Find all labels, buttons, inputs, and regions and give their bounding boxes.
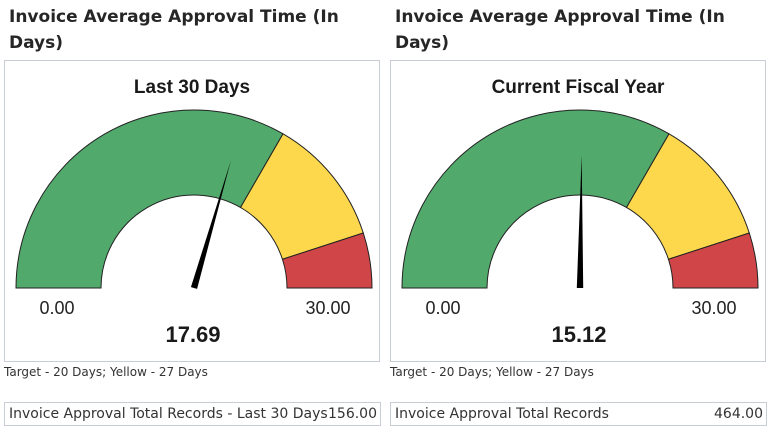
total-records-row: Invoice Approval Total Records - Last 30… [4, 402, 381, 426]
gauge-chart: Last 30 Days 0.00 30.00 17.69 [4, 60, 380, 362]
gauge-band-red [281, 232, 373, 289]
total-records-label: Invoice Approval Total Records [395, 406, 609, 422]
gauge-band-green [15, 109, 284, 289]
gauge-needle [190, 160, 231, 289]
gauge-caption: Target - 20 Days; Yellow - 27 Days [4, 365, 208, 379]
gauge-max-label: 30.00 [691, 298, 736, 318]
gauge-panel-current-fiscal-year: Invoice Average Approval Time (In Days) … [386, 0, 772, 433]
gauge-chart: Current Fiscal Year 0.00 30.00 15.12 [390, 60, 766, 362]
panel-title: Invoice Average Approval Time (In Days) [395, 7, 725, 53]
total-records-label: Invoice Approval Total Records - Last 30… [9, 406, 328, 422]
gauge-value-label: 17.69 [165, 322, 220, 347]
gauge-max-label: 30.00 [305, 298, 350, 318]
gauge-title: Current Fiscal Year [492, 77, 665, 98]
gauge-min-label: 0.00 [39, 298, 74, 318]
gauge-panel-last-30-days: Invoice Average Approval Time (In Days) … [0, 0, 386, 433]
total-records-value: 464.00 [714, 406, 763, 422]
total-records-row: Invoice Approval Total Records 464.00 [390, 402, 767, 426]
gauge-band-green [401, 109, 670, 289]
gauge-svg: Current Fiscal Year 0.00 30.00 15.12 [401, 77, 759, 347]
gauge-min-label: 0.00 [425, 298, 460, 318]
gauge-title: Last 30 Days [134, 77, 250, 98]
gauge-arc [401, 109, 759, 289]
gauge-value-label: 15.12 [551, 322, 606, 347]
gauge-needle [576, 155, 584, 289]
gauge-caption: Target - 20 Days; Yellow - 27 Days [390, 365, 594, 379]
gauge-svg: Last 30 Days 0.00 30.00 17.69 [15, 77, 373, 347]
gauge-band-red [667, 232, 759, 289]
total-records-value: 156.00 [328, 406, 377, 422]
gauge-arc [15, 109, 373, 289]
panel-title: Invoice Average Approval Time (In Days) [9, 7, 339, 53]
